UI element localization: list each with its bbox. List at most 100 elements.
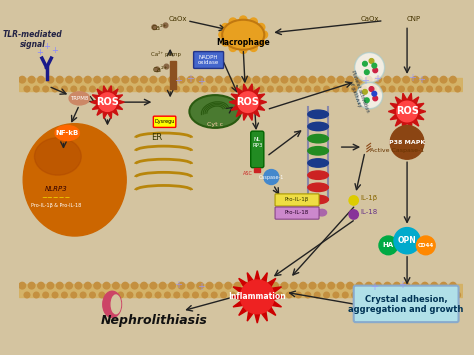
Circle shape [94, 282, 100, 289]
Circle shape [384, 282, 391, 289]
Circle shape [352, 86, 357, 92]
Circle shape [211, 292, 217, 298]
Text: P38 MAPK: P38 MAPK [389, 140, 425, 145]
Circle shape [305, 86, 310, 92]
Text: HA: HA [383, 242, 394, 248]
Circle shape [380, 86, 385, 92]
Circle shape [319, 282, 325, 289]
Text: +: + [417, 75, 425, 86]
Circle shape [264, 170, 279, 185]
Text: IL-1β: IL-1β [360, 196, 377, 201]
Circle shape [436, 86, 442, 92]
Circle shape [286, 292, 292, 298]
Circle shape [99, 86, 105, 92]
Circle shape [239, 292, 245, 298]
Ellipse shape [23, 124, 126, 236]
Circle shape [417, 236, 435, 255]
Circle shape [109, 292, 114, 298]
Circle shape [356, 76, 363, 83]
Circle shape [427, 86, 432, 92]
Circle shape [150, 282, 156, 289]
Text: TLR-mediated
signal: TLR-mediated signal [3, 30, 63, 49]
Circle shape [222, 38, 229, 46]
Polygon shape [229, 84, 267, 120]
Circle shape [403, 282, 410, 289]
Circle shape [98, 93, 117, 111]
Circle shape [169, 282, 175, 289]
Circle shape [389, 86, 395, 92]
Circle shape [455, 292, 460, 298]
Ellipse shape [111, 295, 120, 314]
Circle shape [267, 86, 273, 92]
Circle shape [372, 91, 377, 96]
Circle shape [178, 76, 185, 83]
Circle shape [234, 282, 241, 289]
Circle shape [267, 292, 273, 298]
Circle shape [80, 292, 86, 298]
Text: +: + [370, 282, 378, 292]
Circle shape [230, 86, 236, 92]
Circle shape [365, 282, 372, 289]
Circle shape [178, 282, 185, 289]
Circle shape [197, 76, 203, 83]
Circle shape [155, 67, 159, 72]
Circle shape [296, 292, 301, 298]
Circle shape [355, 53, 384, 82]
Ellipse shape [306, 207, 315, 213]
Circle shape [24, 86, 30, 92]
Circle shape [328, 282, 335, 289]
Circle shape [375, 76, 381, 83]
Circle shape [38, 76, 44, 83]
Circle shape [90, 86, 95, 92]
Circle shape [43, 292, 48, 298]
Circle shape [369, 59, 374, 63]
Circle shape [237, 92, 258, 113]
Circle shape [122, 76, 128, 83]
Text: Ca²⁺ pump: Ca²⁺ pump [152, 51, 182, 57]
Circle shape [216, 76, 222, 83]
Text: TRPM8: TRPM8 [70, 96, 89, 101]
Text: CNP: CNP [407, 16, 421, 22]
Circle shape [349, 210, 358, 219]
Circle shape [291, 282, 297, 289]
Circle shape [369, 87, 374, 91]
Text: ROS: ROS [96, 97, 119, 107]
Circle shape [253, 282, 260, 289]
Circle shape [38, 282, 44, 289]
Text: ~~~~~: ~~~~~ [41, 196, 71, 202]
Text: ASC: ASC [243, 171, 253, 176]
Circle shape [446, 292, 451, 298]
Circle shape [263, 282, 269, 289]
Circle shape [349, 196, 358, 205]
Circle shape [379, 236, 398, 255]
Circle shape [300, 282, 306, 289]
Text: Pro-IL-1β & Pro-IL-18: Pro-IL-1β & Pro-IL-18 [31, 203, 81, 208]
FancyBboxPatch shape [193, 51, 224, 69]
Circle shape [141, 76, 147, 83]
Circle shape [393, 282, 400, 289]
Circle shape [131, 282, 138, 289]
Circle shape [258, 292, 264, 298]
Circle shape [34, 86, 39, 92]
Circle shape [281, 282, 288, 289]
Circle shape [211, 86, 217, 92]
Circle shape [24, 292, 30, 298]
Text: Dysregu: Dysregu [155, 119, 175, 124]
Text: Cyt c: Cyt c [207, 122, 223, 127]
Circle shape [174, 86, 180, 92]
Circle shape [418, 86, 423, 92]
Circle shape [244, 76, 250, 83]
Circle shape [146, 292, 152, 298]
Circle shape [314, 292, 320, 298]
Circle shape [221, 86, 227, 92]
Circle shape [277, 292, 283, 298]
Circle shape [127, 86, 133, 92]
Circle shape [455, 86, 460, 92]
Text: +: + [43, 42, 50, 51]
Circle shape [94, 76, 100, 83]
Circle shape [249, 292, 255, 298]
Circle shape [436, 292, 442, 298]
Circle shape [19, 76, 26, 83]
Circle shape [222, 23, 229, 31]
Circle shape [202, 86, 208, 92]
